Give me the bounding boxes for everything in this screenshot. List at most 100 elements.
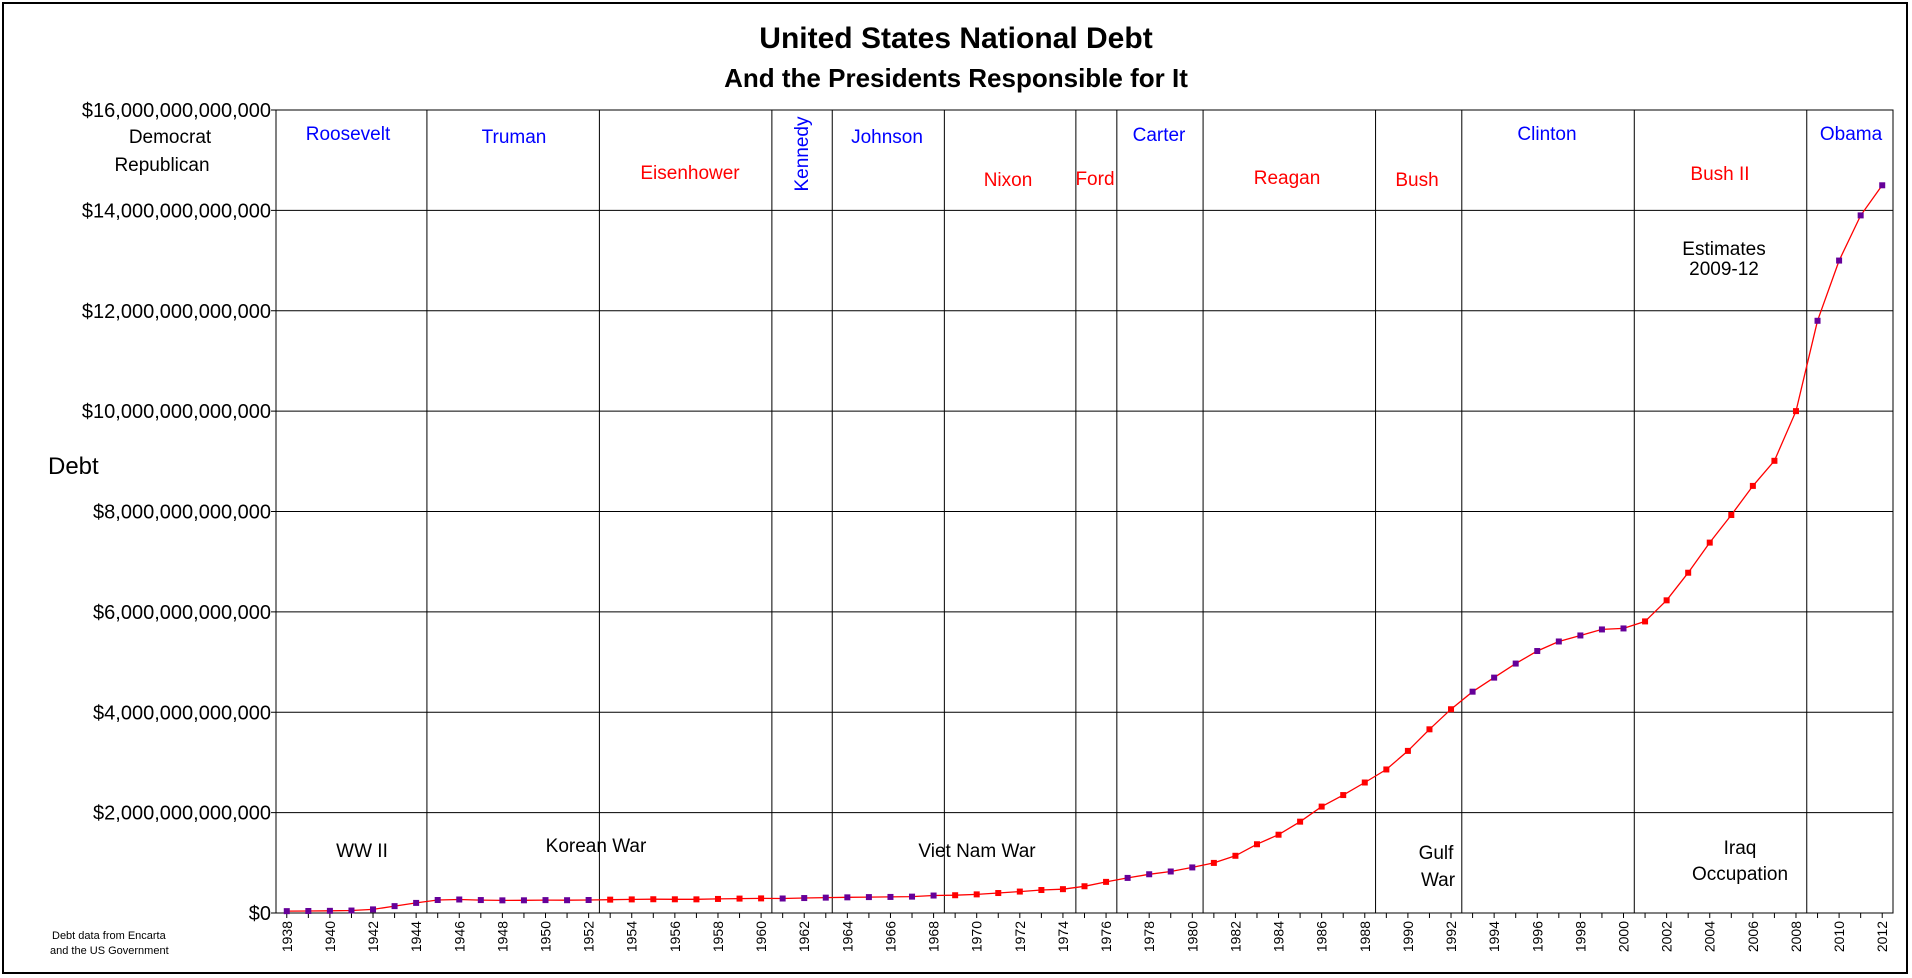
- y-tick-label: $8,000,000,000,000: [93, 502, 271, 524]
- president-label: Nixon: [984, 170, 1033, 191]
- annotation-gulf-war: War: [1421, 870, 1456, 891]
- data-point: [1404, 747, 1411, 754]
- x-tick-label: 1972: [1012, 921, 1028, 952]
- y-tick-label: $4,000,000,000,000: [93, 702, 271, 724]
- x-tick-label: 1940: [322, 921, 338, 952]
- data-point: [909, 893, 916, 900]
- data-point: [1879, 182, 1886, 189]
- x-tick-label: 1954: [624, 921, 640, 952]
- data-point: [1512, 660, 1519, 667]
- y-tick-label: $14,000,000,000,000: [82, 200, 271, 222]
- data-point: [1426, 726, 1433, 733]
- x-tick-label: 1996: [1529, 921, 1545, 952]
- data-point: [499, 897, 506, 904]
- data-point: [1534, 648, 1541, 655]
- data-point: [564, 897, 571, 904]
- data-point: [1038, 887, 1045, 894]
- x-tick-label: 1964: [839, 921, 855, 952]
- data-point: [1857, 212, 1864, 219]
- annotation-korean-war: Korean War: [546, 836, 647, 857]
- x-tick-label: 1980: [1184, 921, 1200, 952]
- data-point: [1771, 457, 1778, 464]
- data-point: [844, 894, 851, 901]
- x-tick-label: 2004: [1702, 921, 1718, 952]
- annotation-vietnam-war: Viet Nam War: [918, 841, 1036, 862]
- data-point: [628, 896, 635, 903]
- data-point: [1318, 803, 1325, 810]
- data-point: [650, 896, 657, 903]
- annotation-estimates: 2009-12: [1689, 259, 1759, 280]
- x-tick-label: 1956: [667, 921, 683, 952]
- data-point: [714, 895, 721, 902]
- x-tick-label: 1942: [365, 921, 381, 952]
- data-point: [370, 906, 377, 913]
- annotation-estimates: Estimates: [1682, 239, 1765, 260]
- chart-subtitle: And the Presidents Responsible for It: [724, 63, 1188, 93]
- president-label: Truman: [482, 127, 547, 148]
- y-axis-label: Debt: [48, 453, 99, 480]
- source-note-line-1: Debt data from Encarta: [52, 930, 167, 942]
- data-point: [1189, 864, 1196, 871]
- x-tick-label: 1948: [494, 921, 510, 952]
- y-tick-label: $0: [249, 903, 271, 925]
- data-point: [1253, 841, 1260, 848]
- data-point: [1361, 779, 1368, 786]
- data-point: [930, 892, 937, 899]
- data-point: [952, 892, 959, 899]
- data-point: [822, 894, 829, 901]
- data-point: [1124, 874, 1131, 881]
- data-point: [1016, 888, 1023, 895]
- x-tick-label: 1960: [753, 921, 769, 952]
- president-label: Ford: [1075, 169, 1114, 190]
- president-label: Bush: [1395, 170, 1438, 191]
- x-tick-label: 1998: [1572, 921, 1588, 952]
- x-tick-label: 1986: [1314, 921, 1330, 952]
- president-label: Kennedy: [792, 116, 813, 192]
- data-point: [1167, 868, 1174, 875]
- data-point: [1706, 539, 1713, 546]
- data-point: [1749, 482, 1756, 489]
- y-tick-label: $10,000,000,000,000: [82, 401, 271, 423]
- x-tick-label: 2000: [1616, 921, 1632, 952]
- x-tick-label: 1966: [882, 921, 898, 952]
- data-point: [348, 907, 355, 914]
- x-tick-label: 2010: [1831, 921, 1847, 952]
- data-point: [973, 891, 980, 898]
- debt-line: [286, 184, 1883, 912]
- y-tick-label: $2,000,000,000,000: [93, 803, 271, 825]
- data-point: [1340, 792, 1347, 799]
- x-tick-label: 1946: [451, 921, 467, 952]
- data-point: [1081, 883, 1088, 890]
- data-point: [585, 897, 592, 904]
- annotation-iraq: Iraq: [1724, 838, 1757, 859]
- legend-democrat: Democrat: [129, 127, 212, 148]
- president-label: Bush II: [1690, 164, 1749, 185]
- president-label: Carter: [1133, 125, 1186, 146]
- data-point: [1620, 625, 1627, 632]
- x-tick-label: 1984: [1271, 921, 1287, 952]
- x-tick-label: 1978: [1141, 921, 1157, 952]
- data-point: [779, 895, 786, 902]
- data-point: [758, 895, 765, 902]
- x-tick-label: 2002: [1659, 921, 1675, 952]
- data-point: [1275, 831, 1282, 838]
- x-tick-label: 1988: [1357, 921, 1373, 952]
- data-point: [434, 897, 441, 904]
- data-point: [1728, 512, 1735, 519]
- data-point: [671, 896, 678, 903]
- data-point: [283, 908, 290, 915]
- data-point: [1232, 852, 1239, 859]
- x-tick-label: 1958: [710, 921, 726, 952]
- x-tick-label: 1976: [1098, 921, 1114, 952]
- x-tick-label: 1992: [1443, 921, 1459, 952]
- x-tick-label: 1944: [408, 921, 424, 952]
- president-label: Obama: [1820, 124, 1883, 145]
- y-tick-label: $12,000,000,000,000: [82, 301, 271, 323]
- data-point: [1685, 569, 1692, 576]
- data-point: [693, 896, 700, 903]
- data-point: [1297, 818, 1304, 825]
- legend-republican: Republican: [114, 155, 209, 176]
- data-point: [1642, 618, 1649, 625]
